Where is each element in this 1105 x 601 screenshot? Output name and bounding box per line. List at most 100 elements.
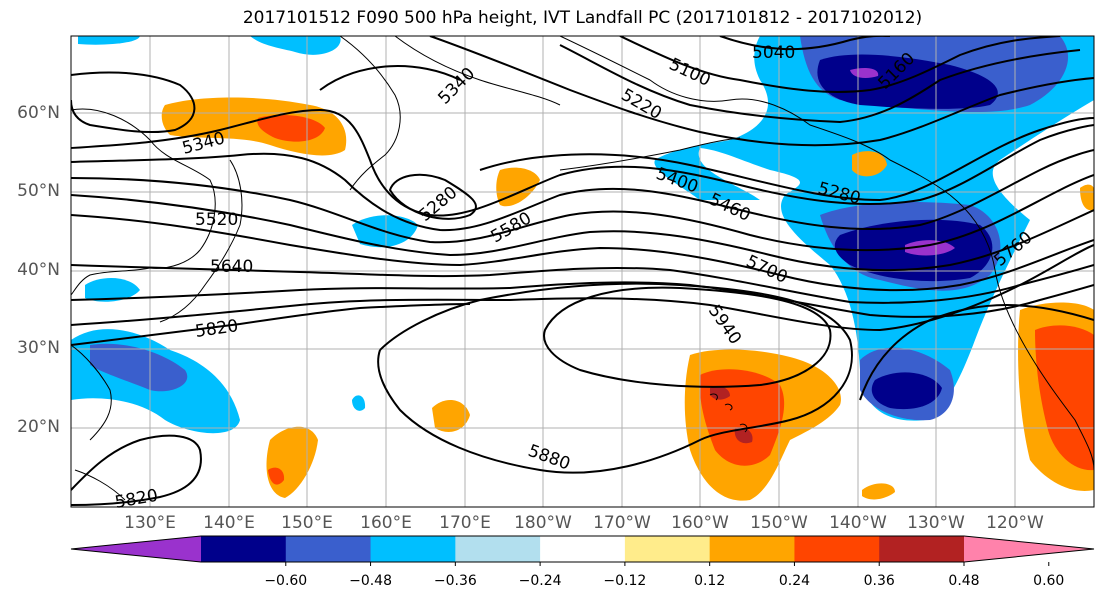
coast-alaska <box>559 36 951 196</box>
colorbar-tick-label: −0.36 <box>433 573 477 589</box>
colorbar-tick-label: −0.48 <box>349 573 392 589</box>
colorbar-tick-label: −0.60 <box>264 573 308 589</box>
contour-label: 5820 <box>113 486 159 513</box>
lon-label-160w: 160°W <box>671 513 729 533</box>
contour-label: 5820 <box>194 316 240 342</box>
contour-label: 5040 <box>752 43 795 63</box>
contour-5400 <box>71 149 1094 232</box>
contour-5700 <box>71 281 1094 318</box>
colorbar-swatch <box>201 536 287 562</box>
lon-label-180w: 180°W <box>514 513 572 533</box>
shade-top-neg2 <box>250 36 341 55</box>
coast-hawaii <box>709 393 748 433</box>
contour-5580 <box>71 214 1094 292</box>
colorbar-outline <box>70 535 1095 563</box>
coastlines <box>71 36 1094 501</box>
lon-label-140w: 140°W <box>829 513 887 533</box>
colorbar <box>70 535 1095 566</box>
shade-ne-pos <box>862 483 895 500</box>
shade-top-neg <box>78 36 140 45</box>
colorbar-tick-label: 0.60 <box>1033 573 1065 589</box>
contour-label: 5700 <box>743 251 791 287</box>
contour-5220 <box>429 36 1094 147</box>
lat-label-20n: 20°N <box>17 417 60 437</box>
coast-philippines <box>71 344 112 441</box>
contour-label: 5520 <box>195 210 238 230</box>
shade-nepac-purple2 <box>905 240 955 256</box>
coast-newguinea <box>74 469 126 501</box>
contour-5460 <box>71 174 1094 252</box>
coast-japan <box>159 159 243 323</box>
lon-label-140e: 140°E <box>203 513 255 533</box>
shade-tropic-mid <box>268 467 285 485</box>
shade-small-neg <box>352 395 366 411</box>
contour-5280b <box>479 117 1094 202</box>
shade-okhotsk-mid <box>257 115 325 142</box>
lon-label-120w: 120°W <box>986 513 1044 533</box>
lon-label-130w: 130°W <box>907 513 965 533</box>
shade-hawaii-strong2 <box>734 427 753 444</box>
shade-nepac-strong3 <box>871 372 942 410</box>
contour-label: 5640 <box>210 257 253 277</box>
lat-label-40n: 40°N <box>17 260 60 280</box>
shade-coast-pos2 <box>1080 184 1094 211</box>
colorbar-swatch <box>285 536 372 562</box>
contour-5340 <box>71 71 196 134</box>
lat-label-60n: 60°N <box>17 103 60 123</box>
contour-label: 5100 <box>666 54 714 90</box>
coast-na-west <box>949 194 1094 471</box>
contour-5340c <box>71 108 1094 217</box>
coast-siberia <box>394 36 561 106</box>
coast-kamchatka <box>339 36 401 191</box>
contour-5880 <box>377 282 853 474</box>
shade-hawaii-strong <box>710 386 730 400</box>
lon-label-130e: 130°E <box>124 513 176 533</box>
colorbar-tick-label: 0.48 <box>948 573 980 589</box>
map-title: 2017101512 F090 500 hPa height, IVT Land… <box>242 8 923 28</box>
contour-5520 <box>71 194 1094 272</box>
shade-japan-neg <box>85 278 140 302</box>
contour-5160 <box>559 44 1081 124</box>
colorbar-swatch <box>540 536 626 562</box>
contour-5820b <box>71 434 202 506</box>
contour-5760 <box>71 244 1094 332</box>
contour-5940 <box>543 286 832 388</box>
colorbar-tick-label: 0.24 <box>778 573 811 589</box>
colorbar-arrow-min <box>71 536 201 562</box>
shade-tropic-pos <box>266 426 318 498</box>
colorbar-tick-label: −0.12 <box>603 573 647 589</box>
lon-label-150w: 150°W <box>750 513 808 533</box>
contour-5640 <box>71 264 1094 304</box>
lat-label-30n: 30°N <box>17 338 60 358</box>
shade-nepac-purple <box>850 68 879 78</box>
coast-aleutians <box>559 137 741 171</box>
colorbar-swatch <box>624 536 711 562</box>
shade-coast-mid <box>1035 325 1094 471</box>
lon-label-160e: 160°E <box>360 513 412 533</box>
shade-central-pos <box>432 399 470 432</box>
contour-5100 <box>619 36 1061 93</box>
contour-label: 5340 <box>434 64 479 109</box>
coast-asia <box>71 108 216 296</box>
lon-label-170e: 170°E <box>439 513 491 533</box>
colorbar-swatch <box>709 536 795 562</box>
contour-5340b <box>319 65 461 91</box>
lon-label-170w: 170°W <box>593 513 651 533</box>
colorbar-arrow-max <box>964 536 1094 562</box>
contour-5820 <box>71 303 1094 401</box>
colorbar-swatch <box>794 536 880 562</box>
height-contours <box>71 36 1094 506</box>
shade-wpac-mid <box>90 343 188 392</box>
contour-5040 <box>719 36 890 51</box>
lon-label-150e: 150°E <box>281 513 333 533</box>
map-frame <box>70 35 1095 508</box>
colorbar-swatch <box>879 536 965 562</box>
colorbar-swatch <box>455 536 541 562</box>
contour-label: 5940 <box>704 301 745 348</box>
contour-label: 5220 <box>618 85 665 124</box>
colorbar-tick-label: 0.36 <box>863 573 895 589</box>
colorbar-tick-label: 0.12 <box>694 573 726 589</box>
colorbar-swatch <box>370 536 456 562</box>
colorbar-tick-label: −0.24 <box>518 573 562 589</box>
